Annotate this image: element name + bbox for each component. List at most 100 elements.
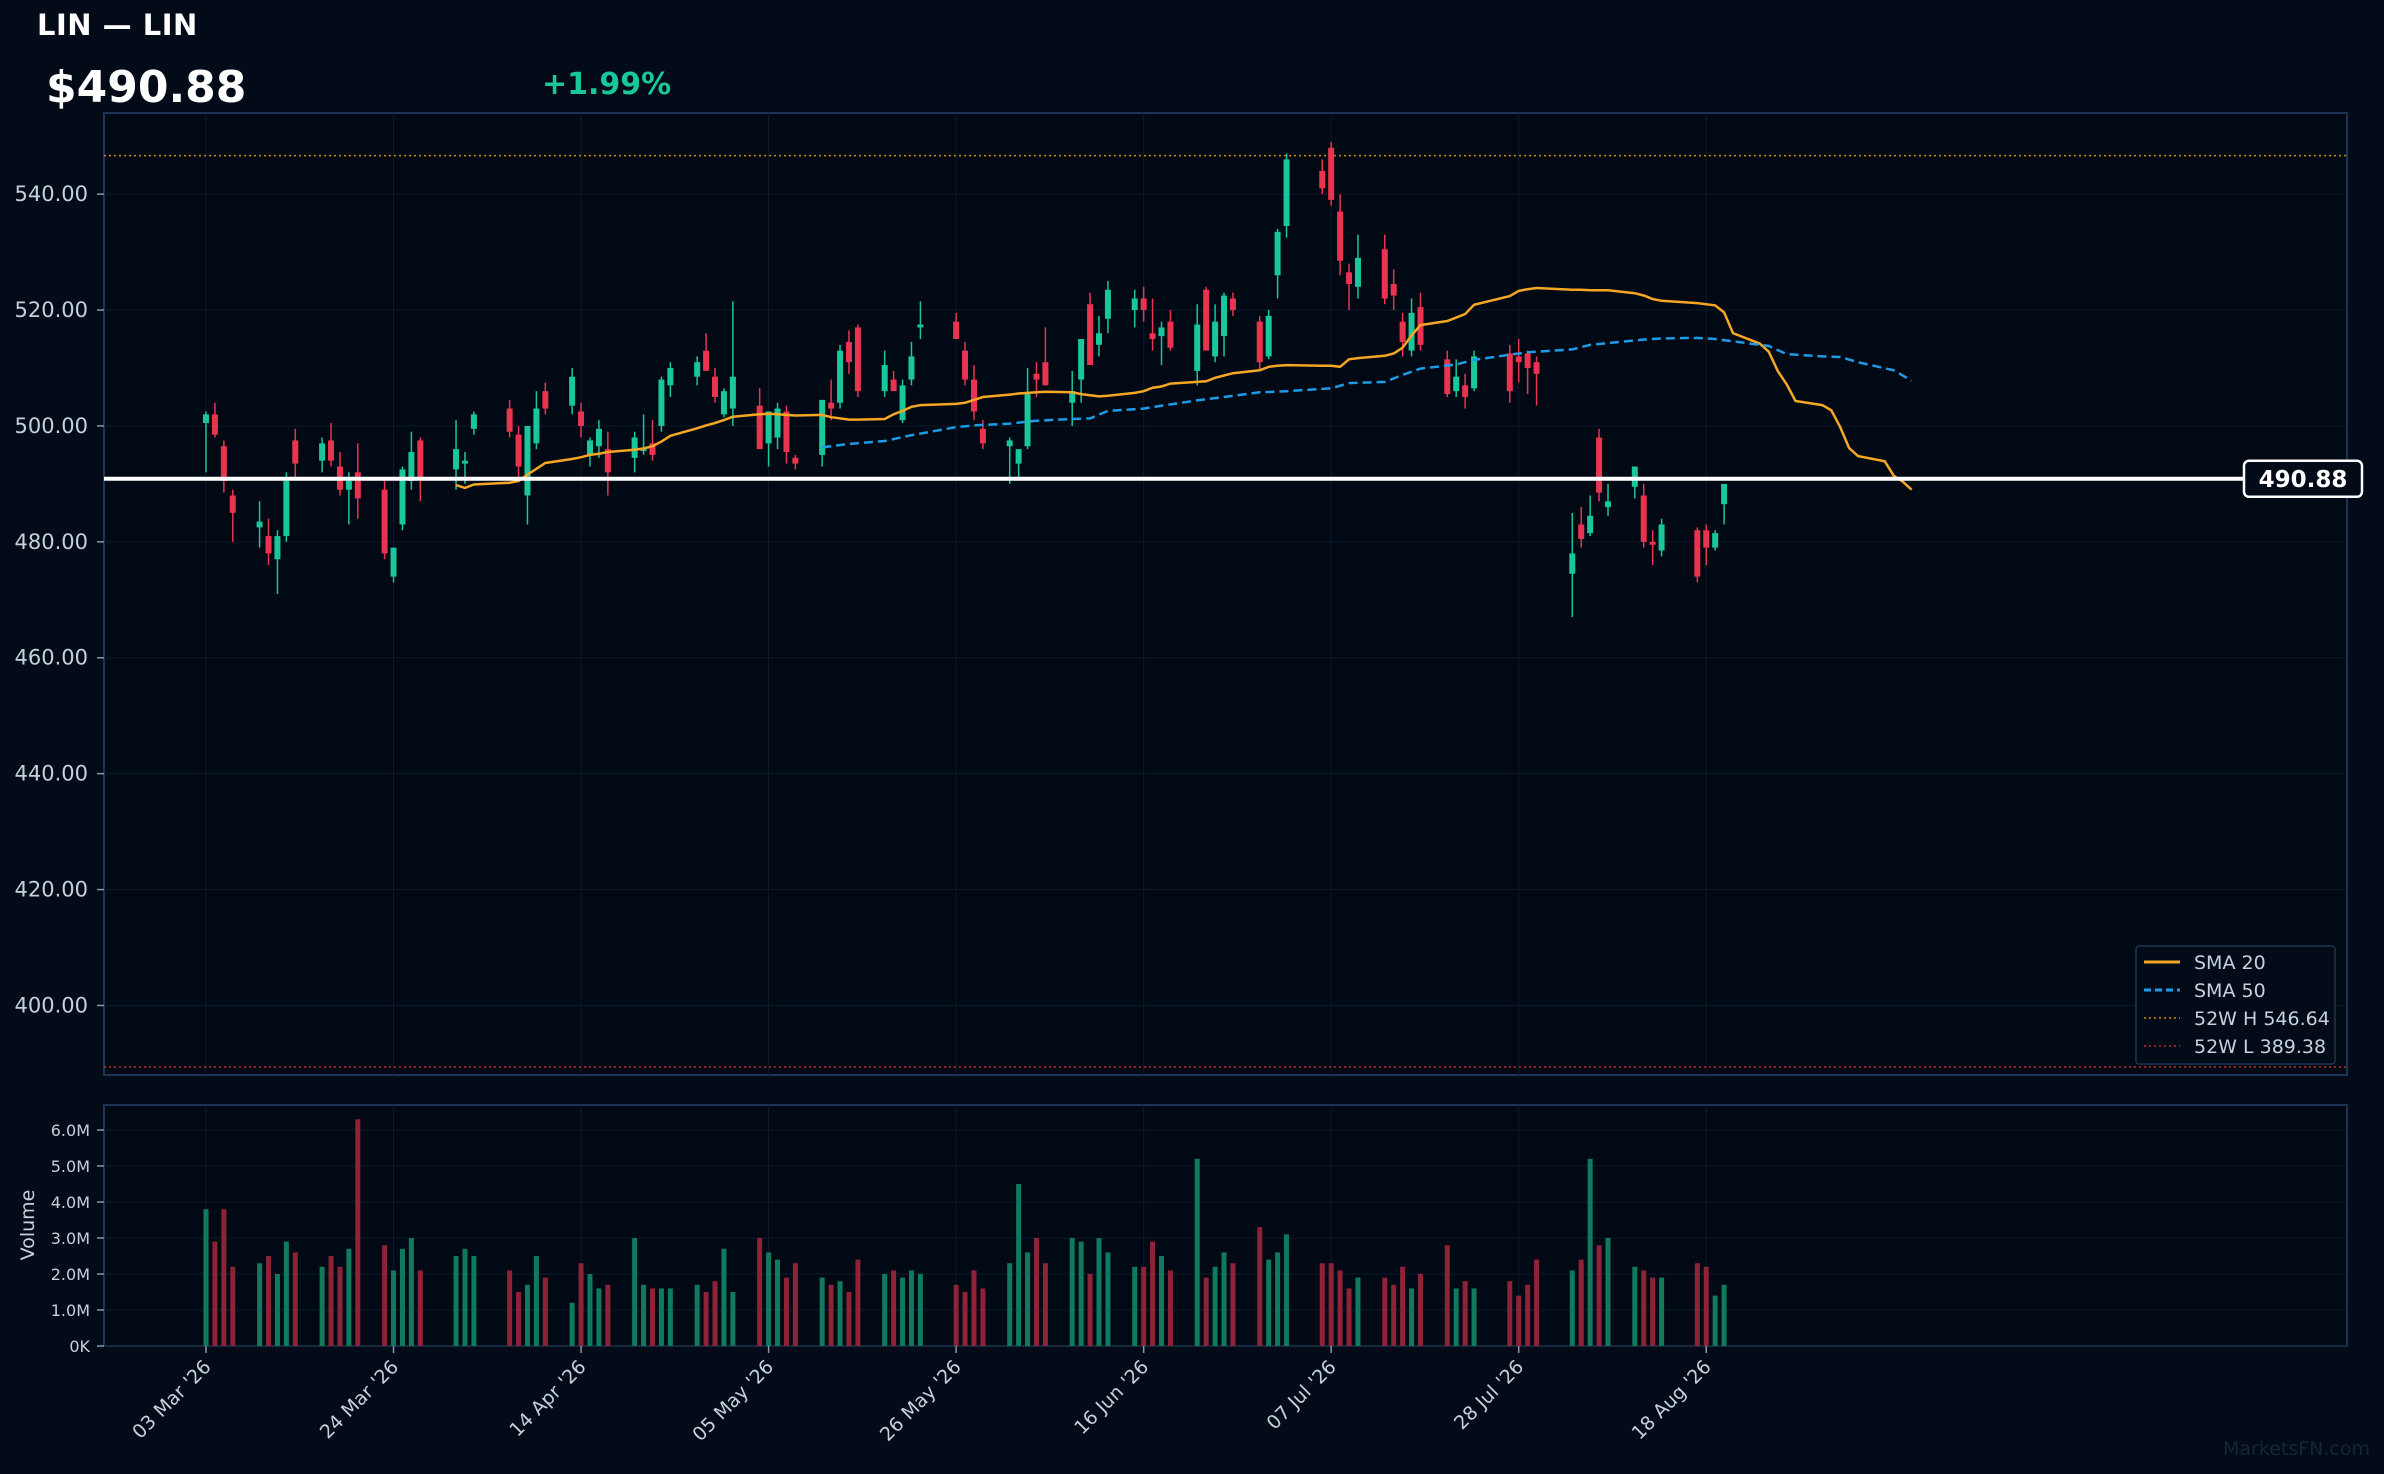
candle-body: [908, 356, 915, 380]
volume-bar: [908, 1270, 914, 1346]
candle-body: [1274, 231, 1281, 276]
volume-bar: [283, 1241, 289, 1346]
candle-body: [828, 402, 835, 409]
candle-body: [417, 440, 424, 479]
candle: [1212, 304, 1219, 363]
sma20-line: [455, 286, 1913, 491]
volume-bar: [596, 1288, 602, 1346]
candle: [586, 437, 593, 467]
candle: [765, 411, 772, 467]
candle: [703, 333, 710, 371]
candle: [229, 489, 236, 542]
candle-body: [229, 495, 236, 513]
volume-bar: [1507, 1281, 1513, 1346]
candle-body: [845, 341, 852, 363]
price-panel-frame: [103, 112, 2348, 1076]
volume-bar: [1444, 1245, 1450, 1346]
candle-body: [381, 489, 388, 554]
current-price: $490.88: [46, 62, 247, 113]
candle: [854, 324, 861, 397]
volume-tick-label: 5.0M: [51, 1157, 90, 1176]
candle-body: [220, 446, 227, 481]
volume-bar: [346, 1248, 352, 1346]
candle-body: [345, 480, 352, 490]
volume-bar: [587, 1274, 593, 1346]
candle: [533, 391, 540, 450]
candle-body: [1069, 391, 1076, 403]
volume-bar: [855, 1259, 861, 1346]
volume-bar: [641, 1284, 647, 1346]
volume-bar: [1712, 1295, 1718, 1346]
candle: [819, 399, 826, 467]
candle: [1194, 304, 1201, 386]
volume-bar: [1016, 1184, 1022, 1346]
candle: [595, 420, 602, 458]
candle: [908, 341, 915, 386]
candle: [1462, 373, 1469, 409]
candle-body: [354, 472, 361, 499]
candle: [712, 367, 719, 403]
candle: [211, 402, 218, 438]
volume-bar: [274, 1274, 280, 1346]
volume-bar: [1400, 1266, 1406, 1346]
watermark: MarketsFN.com: [2223, 1438, 2370, 1460]
candle-body: [837, 350, 844, 403]
candle-body: [283, 480, 290, 537]
volume-bar: [1212, 1266, 1218, 1346]
volume-bar: [819, 1277, 825, 1346]
volume-bar: [1167, 1270, 1173, 1346]
candle: [1587, 495, 1594, 537]
x-tick-label: 26 May '26: [876, 1356, 966, 1446]
candle-body: [970, 379, 977, 412]
y-tick-label: 400.00: [15, 993, 88, 1017]
candle-body: [328, 440, 335, 461]
candle: [1283, 153, 1290, 238]
candle: [1024, 367, 1031, 450]
volume-bar: [1578, 1259, 1584, 1346]
volume-bar: [891, 1270, 897, 1346]
candle: [828, 379, 835, 421]
candle-body: [1096, 333, 1102, 345]
candle: [756, 388, 763, 450]
candle-body: [595, 428, 602, 447]
candle: [328, 423, 335, 467]
candle: [1328, 141, 1335, 206]
volume-bar: [453, 1256, 459, 1346]
candle-body: [979, 428, 986, 444]
volume-bar: [837, 1281, 843, 1346]
candle: [1229, 292, 1236, 316]
volume-bar: [1266, 1259, 1272, 1346]
candle-body: [917, 324, 924, 328]
candle-body: [1087, 304, 1094, 366]
candle: [274, 530, 281, 594]
candle-body: [774, 408, 781, 438]
candle-body: [470, 414, 477, 429]
candle-body: [1337, 211, 1344, 261]
volume-bar: [1409, 1288, 1415, 1346]
volume-bar: [355, 1119, 361, 1346]
volume-bar: [1391, 1284, 1397, 1346]
candle-body: [1506, 353, 1513, 392]
volume-bar: [1025, 1252, 1031, 1346]
volume-bar: [533, 1256, 539, 1346]
candle-body: [1212, 321, 1219, 357]
candle-body: [1354, 257, 1361, 287]
candle: [1408, 298, 1415, 357]
candle: [319, 437, 326, 473]
y-tick-label: 460.00: [15, 646, 88, 670]
volume-bar: [1141, 1266, 1147, 1346]
candle: [1640, 483, 1647, 548]
candle: [390, 547, 397, 583]
candle: [604, 431, 611, 496]
candle-body: [1221, 295, 1228, 337]
candle: [220, 440, 227, 493]
volume-tick-label: 6.0M: [51, 1121, 90, 1140]
volume-bar: [382, 1245, 388, 1346]
x-tick-label: 16 Jun '26: [1070, 1356, 1153, 1439]
volume-bar: [462, 1248, 468, 1346]
y-tick-label: 440.00: [15, 762, 88, 786]
volume-bar: [1328, 1263, 1334, 1346]
volume-bar: [1703, 1266, 1709, 1346]
volume-bar: [1203, 1277, 1209, 1346]
candle-body: [292, 440, 299, 464]
